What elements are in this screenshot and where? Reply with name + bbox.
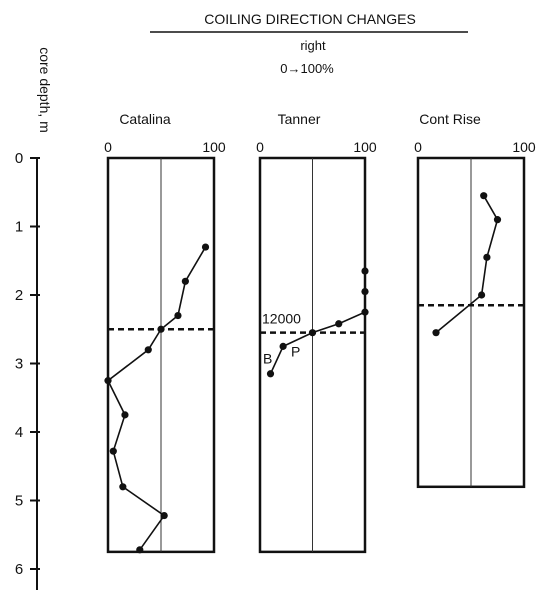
data-point	[335, 320, 343, 328]
data-point	[478, 291, 486, 299]
y-tick-label: 0	[15, 150, 23, 167]
x-tick-label: 0	[256, 139, 264, 155]
data-point	[157, 325, 165, 333]
y-tick-label: 3	[15, 356, 23, 373]
panel-tanner: Tanner 0 100 12000 B P	[256, 111, 377, 554]
panel-name: Cont Rise	[419, 111, 481, 127]
panel-name: Tanner	[278, 111, 321, 127]
y-axis-ticks: 0 1 2 3 4 5 6	[15, 150, 40, 578]
panel-name: Catalina	[119, 111, 171, 127]
data-point	[201, 243, 210, 251]
x-tick-label: 100	[512, 139, 536, 155]
subtitle-scale: 0→100%	[280, 61, 334, 76]
series-line	[435, 195, 499, 334]
panel-cont-rise: Cont Rise 0 100	[414, 111, 536, 489]
panels: Catalina 0 100 Tanner 0 100 12000 B P Cont Rise 0 1…	[104, 111, 536, 554]
data-point	[144, 346, 152, 354]
x-tick-label: 100	[202, 139, 226, 155]
data-point	[493, 216, 502, 224]
y-tick-label: 5	[15, 493, 23, 510]
data-point	[174, 311, 182, 320]
data-point	[121, 411, 129, 419]
data-point	[160, 511, 168, 520]
data-point	[480, 192, 488, 200]
y-axis-label: core depth, m	[37, 47, 53, 133]
data-point	[432, 329, 440, 337]
marker-label-p: P	[291, 344, 300, 360]
marker-label-b: B	[263, 351, 272, 367]
data-point	[361, 287, 369, 296]
data-point	[279, 342, 287, 350]
subtitle-right: right	[300, 38, 326, 53]
x-tick-label: 100	[353, 139, 377, 155]
data-point	[181, 277, 189, 285]
y-tick-label: 1	[15, 219, 23, 236]
data-point	[308, 329, 317, 337]
data-point	[109, 447, 117, 455]
chart-title: COILING DIRECTION CHANGES	[204, 11, 416, 27]
data-point	[361, 267, 369, 275]
y-tick-label: 6	[15, 561, 23, 578]
panel-catalina: Catalina 0 100	[104, 111, 226, 554]
x-tick-label: 0	[104, 139, 112, 155]
data-point	[136, 546, 144, 554]
age-annotation: 12000	[262, 311, 301, 327]
y-tick-label: 4	[15, 424, 23, 441]
data-point	[119, 483, 127, 491]
y-tick-label: 2	[15, 287, 23, 304]
data-point	[361, 308, 369, 316]
series-line	[106, 246, 207, 551]
data-point	[483, 253, 491, 261]
data-point	[266, 370, 275, 378]
x-tick-label: 0	[414, 139, 422, 155]
data-point	[104, 377, 112, 385]
